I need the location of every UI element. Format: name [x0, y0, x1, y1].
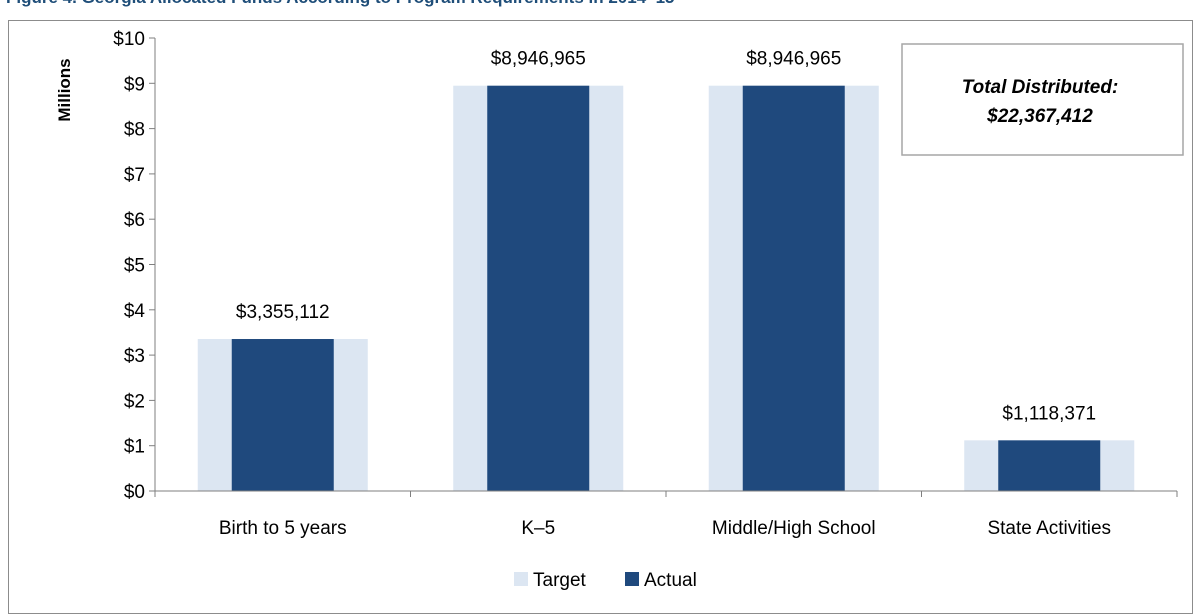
y-tick-label: $2: [124, 391, 145, 412]
data-label: $8,946,965: [491, 49, 586, 70]
y-tick-label: $7: [124, 165, 145, 186]
legend-label: Target: [533, 570, 587, 591]
callout-line-2: $22,367,412: [986, 106, 1093, 127]
total-callout: Total Distributed: $22,367,412: [901, 43, 1184, 156]
legend-swatch: [514, 572, 528, 586]
bars: [197, 85, 1135, 491]
y-tick-label: $8: [124, 120, 145, 141]
y-tick-label: $1: [124, 437, 145, 458]
y-tick-label: $5: [124, 256, 145, 277]
actual-bar: [998, 440, 1101, 491]
legend-label: Actual: [644, 570, 697, 591]
y-tick-label: $3: [124, 346, 145, 367]
y-tick-label: $4: [124, 301, 146, 322]
legend-swatch: [625, 572, 639, 586]
data-labels: $3,355,112 $8,946,965 $8,946,965 $1,118,371: [236, 49, 1096, 425]
y-tick-label: $0: [124, 482, 145, 503]
y-tick-label: $6: [124, 210, 145, 231]
y-axis-label: Millions: [55, 58, 74, 121]
callout-line-1: Total Distributed:: [962, 77, 1119, 98]
data-label: $1,118,371: [1002, 403, 1096, 424]
x-tick-label: Birth to 5 years: [219, 518, 347, 539]
x-tick-label: Middle/High School: [712, 518, 876, 539]
y-tick-label: $9: [124, 74, 145, 95]
actual-bar: [487, 85, 590, 491]
actual-bar: [231, 339, 334, 491]
x-tick-label: State Activities: [987, 518, 1111, 539]
chart-frame: [8, 20, 1193, 614]
x-axis-labels: Birth to 5 years K–5 Middle/High School Sta…: [219, 518, 1111, 539]
y-axis-ticks: $0 $1 $2 $3 $4 $5 $6 $7 $8 $9 $10: [113, 29, 155, 503]
data-label: $8,946,965: [746, 49, 841, 70]
y-tick-label: $10: [113, 29, 145, 50]
legend: Target Actual: [514, 570, 697, 591]
axes: [154, 38, 1178, 497]
x-tick-label: K–5: [521, 518, 555, 539]
actual-bar: [742, 85, 845, 491]
callout-box: [901, 43, 1184, 156]
data-label: $3,355,112: [236, 302, 330, 323]
figure-title: Figure 4. Georgia Allocated Funds Accord…: [6, 0, 675, 8]
